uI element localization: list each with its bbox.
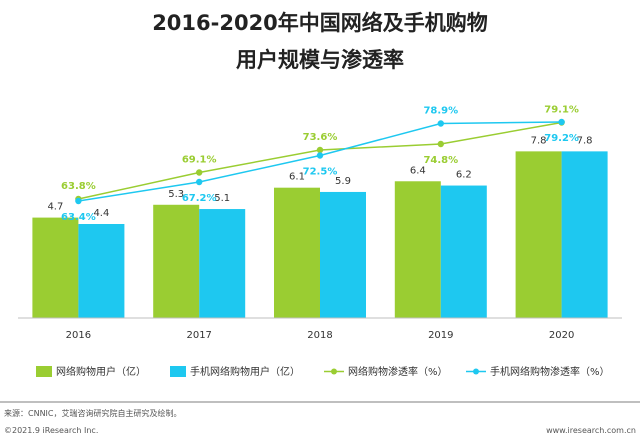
- mobile-shopping-rate-point: [316, 152, 324, 159]
- chart-title-line1: 2016-2020年中国网络及手机购物: [152, 11, 488, 35]
- website: www.iresearch.com.cn: [546, 426, 636, 435]
- bar-label-online-shopping-users: 5.3: [168, 189, 184, 200]
- legend-item-green-line: 网络购物渗透率（%）: [324, 365, 448, 378]
- bars-layer: [32, 151, 608, 318]
- online-shopping-rate-label: 74.8%: [423, 155, 458, 166]
- legend-swatch-green-bar: [36, 366, 52, 377]
- mobile-shopping-rate-label: 63.4%: [61, 212, 96, 223]
- bar-online-shopping-users: [153, 204, 200, 318]
- mobile-shopping-rate-label: 72.5%: [303, 167, 338, 178]
- bar-online-shopping-users: [515, 151, 562, 318]
- legend-item-blue-line: 手机网络购物渗透率（%）: [466, 365, 610, 378]
- legend-label-blue-line: 手机网络购物渗透率（%）: [490, 365, 610, 378]
- legend: 网络购物用户（亿） 手机网络购物用户（亿） 网络购物渗透率（%） 手机网络购物渗…: [36, 365, 610, 378]
- bar-label-mobile-shopping-users: 5.1: [214, 193, 230, 204]
- online-shopping-rate-point: [196, 169, 203, 176]
- online-shopping-rate-label: 69.1%: [182, 155, 217, 166]
- legend-marker-blue-line: [473, 368, 479, 375]
- x-tick-label: 2018: [307, 330, 332, 341]
- bar-online-shopping-users: [274, 187, 320, 318]
- legend-item-blue-bar: 手机网络购物用户（亿）: [170, 365, 300, 378]
- chart-title-line2: 用户规模与渗透率: [236, 48, 404, 72]
- bar-mobile-shopping-users: [199, 209, 246, 318]
- mobile-shopping-rate-label: 78.9%: [423, 106, 458, 117]
- bar-mobile-shopping-users: [440, 185, 487, 318]
- bar-mobile-shopping-users: [78, 224, 125, 318]
- online-shopping-rate-point: [316, 146, 324, 154]
- source-note: 来源：CNNIC，艾瑞咨询研究院自主研究及绘制。: [4, 408, 182, 418]
- lines-layer: [75, 118, 565, 205]
- bar-label-mobile-shopping-users: 6.2: [456, 170, 472, 181]
- bar-mobile-shopping-users: [320, 191, 366, 318]
- x-tick-label: 2020: [549, 330, 574, 341]
- bar-label-online-shopping-users: 6.1: [289, 172, 305, 183]
- online-shopping-rate-label: 73.6%: [303, 132, 338, 143]
- legend-label-green-bar: 网络购物用户（亿）: [56, 365, 146, 378]
- bar-label-online-shopping-users: 7.8: [531, 135, 547, 146]
- bar-online-shopping-users: [32, 217, 79, 318]
- labels-layer: 4.7 4.4 5.3 5.1 6.1 5.9 6.4 6.2 7.8 7.8 63.8% 69.1%…: [47, 105, 592, 224]
- legend-item-green-bar: 网络购物用户（亿）: [36, 365, 146, 378]
- x-tick-label: 2019: [428, 330, 453, 341]
- bar-label-online-shopping-users: 4.7: [47, 202, 63, 213]
- online-shopping-rate-label: 63.8%: [61, 181, 96, 192]
- bar-label-mobile-shopping-users: 7.8: [577, 135, 593, 146]
- legend-label-green-line: 网络购物渗透率（%）: [348, 365, 448, 378]
- mobile-shopping-rate-point: [558, 118, 565, 126]
- mobile-shopping-rate-label: 67.2%: [182, 193, 217, 204]
- bar-online-shopping-users: [394, 181, 441, 318]
- legend-swatch-blue-bar: [170, 366, 186, 377]
- mobile-shopping-rate-point: [196, 178, 203, 186]
- online-shopping-rate-point: [437, 140, 444, 148]
- copyright: ©2021.9 iResearch Inc.: [4, 426, 98, 435]
- bar-label-mobile-shopping-users: 5.9: [335, 176, 351, 187]
- mobile-shopping-rate-label: 79.2%: [544, 133, 579, 144]
- legend-marker-green-line: [331, 368, 337, 375]
- x-tick-label: 2016: [66, 330, 91, 341]
- bar-label-online-shopping-users: 6.4: [410, 165, 426, 176]
- bar-label-mobile-shopping-users: 4.4: [93, 208, 109, 219]
- x-tick-label: 2017: [186, 330, 211, 341]
- mobile-shopping-rate-point: [75, 197, 82, 205]
- online-shopping-rate-label: 79.1%: [544, 105, 579, 116]
- mobile-shopping-rate-point: [437, 120, 444, 127]
- legend-label-blue-bar: 手机网络购物用户（亿）: [190, 365, 300, 378]
- bar-mobile-shopping-users: [561, 151, 608, 318]
- x-tick-labels: 2016 2017 2018 2019 2020: [66, 330, 575, 341]
